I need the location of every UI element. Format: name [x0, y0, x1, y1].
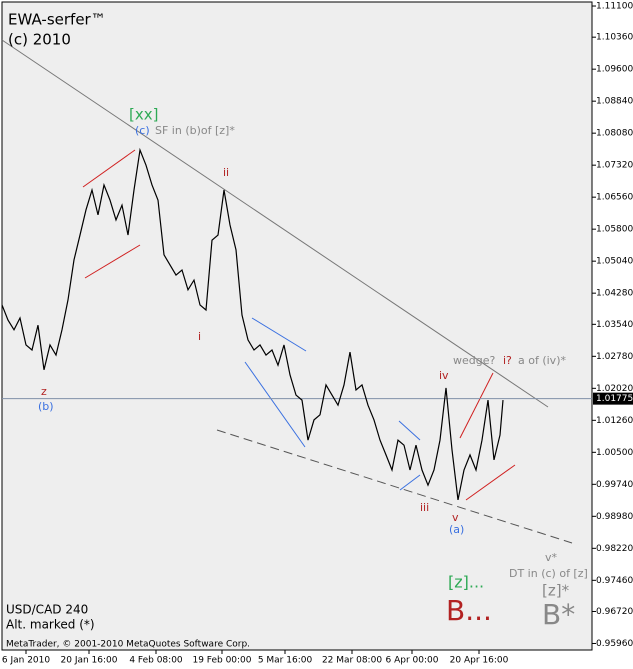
subtitle: (c) 2010 [8, 31, 71, 49]
y-tick-label: 0.97460 [596, 576, 633, 586]
y-tick-label: 1.08840 [596, 97, 633, 107]
y-tick-label: 0.98980 [596, 512, 633, 522]
annotation: v [452, 511, 459, 524]
annotation: (c) [135, 124, 150, 137]
y-tick-label: 0.98220 [596, 544, 633, 554]
trend-lines [1, 39, 573, 544]
y-tick-label: 1.10360 [596, 33, 633, 43]
annotation: DT in (c) of [z] [509, 567, 588, 580]
trend-line [244, 361, 306, 448]
trend-line [459, 372, 494, 439]
annotation: [z]... [448, 573, 484, 592]
y-tick-label: 0.99740 [596, 480, 633, 490]
y-tick-label: 1.11100 [596, 2, 633, 12]
y-tick-label: 1.06560 [596, 193, 633, 203]
y-tick-label: 1.05040 [596, 257, 633, 267]
x-tick-label: 5 Mar 16:00 [258, 656, 313, 666]
annotation: ii [223, 166, 229, 179]
trend-line [399, 474, 421, 491]
annotation: v* [545, 551, 558, 564]
y-tick-label: 1.07320 [596, 161, 633, 171]
annotations: [xx] (c) SF in (b)of [z]* ii i z (b) iv … [38, 106, 588, 632]
y-tick-label: 1.03540 [596, 320, 633, 330]
y-tick-label: 0.96720 [596, 607, 633, 617]
price-line [1, 147, 504, 501]
x-tick-label: 22 Mar 08:00 [322, 656, 382, 666]
x-tick-label: 4 Feb 08:00 [129, 656, 183, 666]
plot-area [1, 1, 593, 651]
annotation: z [41, 385, 47, 398]
x-tick-label: 6 Jan 2010 [2, 656, 50, 666]
trend-line [216, 429, 573, 544]
y-tick-label: 0.95960 [596, 639, 633, 649]
annotation: (b) [38, 400, 54, 413]
trend-line [1, 39, 549, 408]
y-tick-label: 1.01260 [596, 416, 633, 426]
title: EWA-serfer™ [8, 11, 106, 29]
y-tick-label: 1.08080 [596, 129, 633, 139]
trend-line [465, 464, 516, 501]
trend-line [251, 317, 307, 352]
note: Alt. marked (*) [6, 618, 95, 632]
annotation: [xx] [129, 106, 158, 124]
trend-line [82, 149, 136, 188]
trend-line [398, 420, 421, 441]
annotation: (a) [449, 523, 464, 536]
last-price-label: 1.01775 [596, 394, 633, 404]
x-tick-label: 20 Apr 16:00 [450, 656, 509, 666]
annotation: SF in (b)of [z]* [155, 124, 235, 137]
annotation: B... [446, 594, 492, 627]
annotation: a of (iv)* [518, 354, 566, 367]
annotation: iii [420, 501, 429, 514]
annotation: [z]* [542, 582, 570, 600]
y-tick-label: 1.09600 [596, 65, 633, 75]
y-tick-label: 1.02780 [596, 352, 633, 362]
last-price-box [593, 392, 633, 405]
x-tick-label: 6 Apr 00:00 [386, 656, 439, 666]
y-tick-label: 1.00500 [596, 448, 633, 458]
annotation: wedge? [453, 354, 495, 367]
x-tick-label: 20 Jan 16:00 [61, 656, 118, 666]
trend-line [84, 244, 141, 279]
footer: MetaTrader, © 2001-2010 MetaQuotes Softw… [6, 640, 250, 650]
symbol: USD/CAD 240 [6, 603, 88, 617]
annotation: i [198, 330, 201, 343]
annotation: B* [542, 598, 575, 631]
y-tick-label: 1.02020 [596, 384, 633, 394]
annotation: iv [439, 369, 449, 382]
y-tick-label: 1.04280 [596, 289, 633, 299]
annotation: i? [503, 354, 512, 367]
x-tick-label: 19 Feb 00:00 [192, 656, 251, 666]
y-tick-label: 1.05800 [596, 225, 633, 235]
